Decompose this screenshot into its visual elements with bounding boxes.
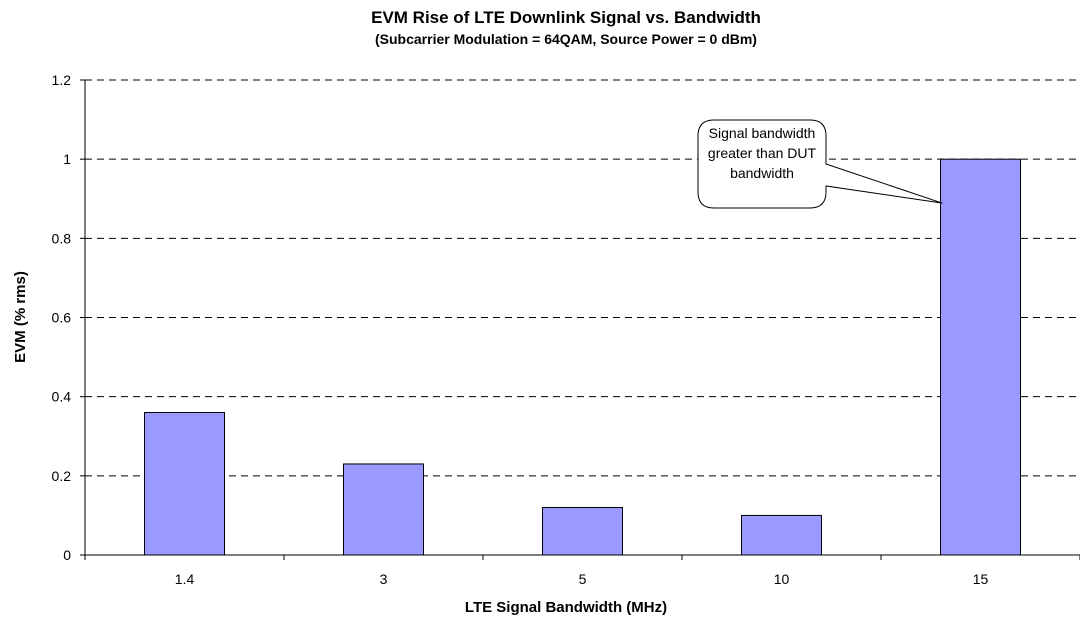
y-tick-labels: 0 0.2 0.4 0.6 0.8 1 1.2 xyxy=(52,72,72,563)
x-tick-label-2: 5 xyxy=(579,571,587,587)
x-tick-label-4: 15 xyxy=(973,571,989,587)
bar-10 xyxy=(741,514,822,556)
axes xyxy=(80,79,1080,560)
chart-subtitle: (Subcarrier Modulation = 64QAM, Source P… xyxy=(375,31,757,47)
gridlines xyxy=(85,79,1080,477)
callout-bubble xyxy=(697,119,943,209)
y-tick-label-2: 0.4 xyxy=(52,389,72,405)
bar-15 xyxy=(940,158,1021,556)
x-tick-labels: 1.4 3 5 10 15 xyxy=(175,571,989,587)
x-axis-label: LTE Signal Bandwidth (MHz) xyxy=(465,599,667,616)
annotation-callout: Signal bandwidth greater than DUT bandwi… xyxy=(697,119,943,209)
x-tick-label-0: 1.4 xyxy=(175,571,195,587)
chart-title: EVM Rise of LTE Downlink Signal vs. Band… xyxy=(371,8,761,27)
x-tick-label-1: 3 xyxy=(380,571,388,587)
y-tick-label-5: 1 xyxy=(63,151,71,167)
x-tick-label-3: 10 xyxy=(774,571,790,587)
y-axis-label: EVM (% rms) xyxy=(12,271,29,363)
bar-3 xyxy=(343,463,424,556)
bars xyxy=(144,158,1021,556)
y-tick-label-4: 0.8 xyxy=(52,230,72,246)
y-tick-label-1: 0.2 xyxy=(52,468,72,484)
callout-line-3: bandwidth xyxy=(730,165,794,181)
bar-5 xyxy=(542,507,623,556)
y-tick-label-6: 1.2 xyxy=(52,72,72,88)
y-tick-label-3: 0.6 xyxy=(52,310,72,326)
callout-line-1: Signal bandwidth xyxy=(709,125,816,141)
y-tick-label-0: 0 xyxy=(63,547,71,563)
callout-line-2: greater than DUT xyxy=(708,145,817,161)
bar-1.4 xyxy=(144,412,225,556)
